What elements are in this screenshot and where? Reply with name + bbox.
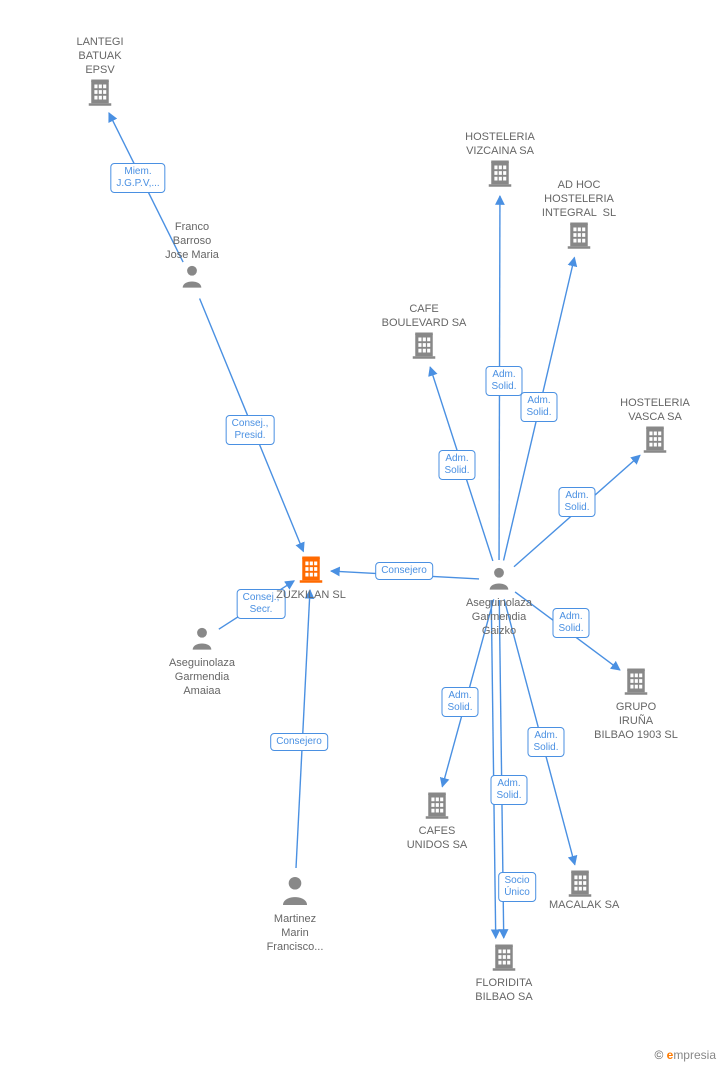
copyright-watermark: © empresia: [654, 1048, 716, 1062]
edge-label: Consej.,Presid.: [226, 415, 275, 445]
edge-line: [296, 590, 310, 868]
edges-layer: [0, 0, 728, 1070]
edge-label: Adm.Solid.: [490, 775, 527, 805]
brand-rest: mpresia: [673, 1048, 716, 1062]
edge-label: Consejero: [375, 562, 433, 580]
edge-label: Adm.Solid.: [520, 392, 557, 422]
edge-label: SocioÚnico: [498, 872, 536, 902]
copyright-symbol: ©: [654, 1048, 663, 1062]
edge-label: Adm.Solid.: [552, 608, 589, 638]
edge-line: [491, 600, 495, 938]
edge-label: Adm.Solid.: [527, 727, 564, 757]
edge-label: Adm.Solid.: [441, 687, 478, 717]
edge-label: Consej.,Secr.: [237, 589, 286, 619]
edge-label: Consejero: [270, 733, 328, 751]
edge-label: Adm.Solid.: [485, 366, 522, 396]
edge-label: Miem.J.G.P.V,...: [110, 163, 165, 193]
edge-label: Adm.Solid.: [558, 487, 595, 517]
edge-label: Adm.Solid.: [438, 450, 475, 480]
diagram-canvas: LANTEGIBATUAKEPSV FrancoBarrosoJose Mari…: [0, 0, 728, 1070]
